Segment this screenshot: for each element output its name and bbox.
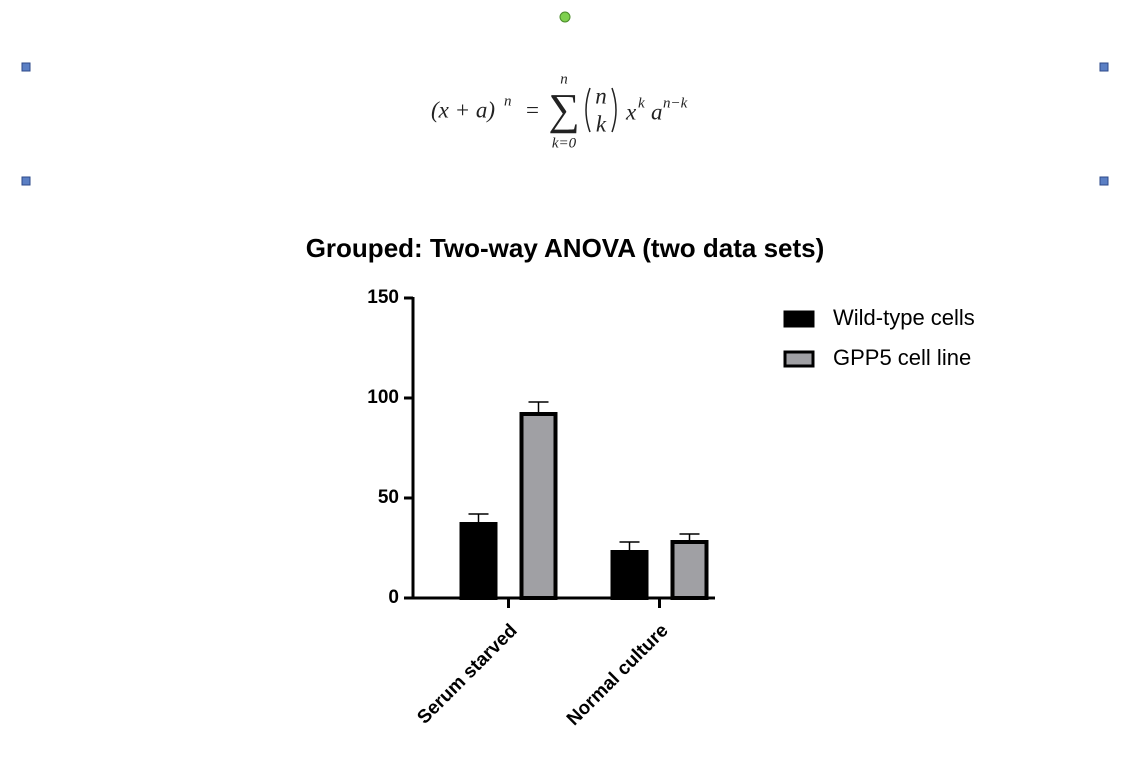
bar — [459, 522, 498, 600]
chart-title: Grouped: Two-way ANOVA (two data sets) — [306, 233, 825, 263]
eq-sum-bottom: k=0 — [552, 135, 577, 151]
x-tick-label: Serum starved — [413, 620, 521, 728]
resize-handle[interactable] — [1099, 62, 1109, 72]
resize-handle[interactable] — [21, 176, 31, 186]
legend-swatch — [783, 350, 815, 368]
eq-paren — [585, 87, 591, 133]
bar — [519, 412, 558, 600]
eq-binom-top: n — [595, 83, 607, 108]
eq-binom-bottom: k — [596, 111, 607, 136]
eq-sum-top: n — [560, 71, 568, 87]
y-tick-label: 0 — [388, 587, 399, 608]
resize-handle[interactable] — [1099, 176, 1109, 186]
eq-x-exp: k — [638, 95, 645, 111]
bar — [670, 540, 709, 600]
equation: (x + a) n = ∑ n k=0 n k x k a n−k — [431, 71, 688, 151]
eq-exp: n — [504, 93, 512, 109]
eq-lhs: (x + a) — [431, 97, 495, 122]
eq-equals: = — [526, 97, 539, 122]
legend-label: Wild-type cells — [833, 305, 975, 330]
bar — [610, 550, 649, 600]
y-tick-label: 100 — [367, 387, 399, 408]
eq-sum: ∑ — [548, 85, 579, 134]
y-tick-label: 150 — [367, 287, 399, 308]
eq-x: x — [625, 99, 637, 124]
legend-label: GPP5 cell line — [833, 345, 971, 370]
error-bar — [528, 401, 549, 412]
rotate-handle[interactable] — [559, 11, 571, 23]
x-tick-label: Normal culture — [563, 620, 673, 730]
eq-a: a — [651, 99, 663, 124]
error-bar — [679, 533, 700, 540]
resize-handle[interactable] — [21, 62, 31, 72]
eq-paren — [611, 87, 617, 133]
legend-swatch — [783, 310, 815, 328]
error-bar — [468, 513, 489, 522]
error-bar — [619, 541, 640, 550]
eq-a-exp: n−k — [663, 95, 688, 111]
y-tick-label: 50 — [378, 487, 399, 508]
